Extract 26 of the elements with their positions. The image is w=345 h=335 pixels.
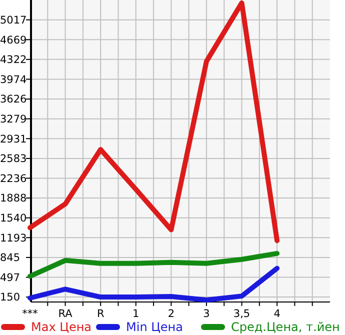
y-tick-label: 5017 (0, 14, 27, 26)
y-tick-label: 845 (0, 252, 20, 264)
y-tick-label: 150 (0, 292, 20, 304)
legend-label: Max Цена (31, 320, 92, 334)
y-tick-label: 3279 (0, 113, 27, 126)
y-tick-label: 1888 (0, 192, 27, 205)
x-tick-label: R (96, 308, 104, 320)
y-tick-label: 1540 (0, 212, 27, 225)
legend-label: Min Цена (126, 320, 184, 334)
y-tick-label: 497 (0, 272, 20, 284)
x-tick-label: 2 (168, 308, 175, 320)
x-tick-label: 1 (132, 308, 140, 320)
y-tick-label: 3974 (0, 74, 28, 86)
x-tick-label: 3,5 (233, 308, 250, 320)
y-tick-label: 4669 (0, 34, 27, 46)
x-tick-label: 4 (274, 308, 281, 320)
y-tick-label: 4322 (0, 54, 27, 66)
y-tick-label: 2583 (0, 153, 27, 166)
y-tick-label: 2236 (0, 172, 28, 185)
y-tick-label: 3626 (0, 94, 28, 106)
y-tick-label: 1193 (0, 232, 27, 244)
legend-label: Сред.Цена, т.йен (231, 320, 340, 334)
x-tick-label: 3 (203, 308, 210, 320)
x-tick-label: RA (58, 308, 74, 320)
x-tick-label: *** (22, 308, 38, 320)
y-tick-label: 2931 (0, 133, 27, 146)
